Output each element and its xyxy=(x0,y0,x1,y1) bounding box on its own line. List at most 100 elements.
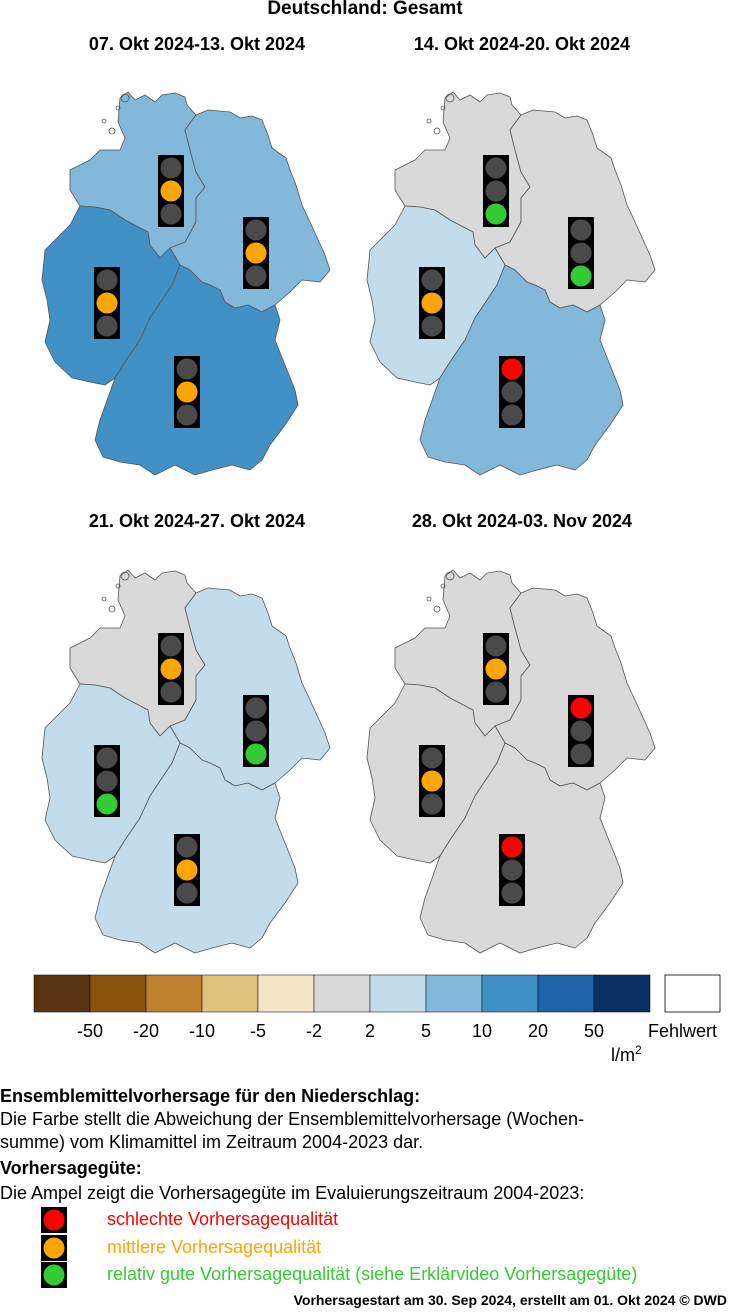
lamp-off xyxy=(96,747,118,769)
colorbar-bin-5 xyxy=(313,974,371,1013)
island-outline xyxy=(426,118,432,124)
lamp-active xyxy=(421,770,443,792)
colorbar-bin-4 xyxy=(257,974,315,1013)
traffic-light-north xyxy=(483,155,509,227)
colorbar-bin-1 xyxy=(89,974,147,1013)
lamp-off xyxy=(501,404,523,426)
lamp-off xyxy=(485,681,507,703)
lamp-active xyxy=(485,658,507,680)
traffic-light-east xyxy=(568,217,594,289)
lamp-off xyxy=(501,859,523,881)
panel-title-2: 14. Okt 2024-20. Okt 2024 xyxy=(413,34,631,54)
map-panel-4 xyxy=(366,569,656,954)
heading-precipitation: Ensemblemittelvorhersage für den Nieders… xyxy=(0,1086,421,1106)
main-title: Deutschland: Gesamt xyxy=(267,0,463,19)
lamp-off xyxy=(160,157,182,179)
lamp-off xyxy=(160,203,182,225)
lamp-off xyxy=(96,269,118,291)
lamp-off xyxy=(176,358,198,380)
lamp-off xyxy=(485,157,507,179)
colorbar-tick: 5 xyxy=(420,1021,432,1041)
footer-credit: Vorhersagestart am 30. Sep 2024, erstell… xyxy=(293,1292,727,1308)
lamp-off xyxy=(421,269,443,291)
colorbar-bin-3 xyxy=(201,974,259,1013)
quality-description: Die Ampel zeigt die Vorhersagegüte im Ev… xyxy=(0,1183,585,1203)
legend-label-bad: schlechte Vorhersagequalität xyxy=(107,1209,339,1229)
lamp-off xyxy=(96,770,118,792)
legend-label-good: relativ gute Vorhersagequalität (siehe E… xyxy=(107,1264,638,1284)
traffic-light-west xyxy=(94,745,120,817)
colorbar-bin-10 xyxy=(593,974,651,1013)
legend-lamp-bad xyxy=(41,1207,67,1233)
lamp-off xyxy=(570,743,592,765)
island-outline xyxy=(426,596,432,602)
island-outline xyxy=(108,605,116,613)
island-outline xyxy=(101,596,107,602)
lamp-active xyxy=(96,292,118,314)
lamp-active xyxy=(176,381,198,403)
island-outline xyxy=(433,127,441,135)
colorbar-unit: l/m2 xyxy=(611,1043,642,1065)
colorbar-tick: 2 xyxy=(364,1021,376,1041)
traffic-light-east xyxy=(568,695,594,767)
lamp-active xyxy=(501,358,523,380)
colorbar-tick: -2 xyxy=(305,1021,323,1041)
colorbar-tick: -20 xyxy=(132,1021,160,1041)
lamp-active xyxy=(245,743,267,765)
lamp-off xyxy=(176,882,198,904)
traffic-light-south xyxy=(174,356,200,428)
lamp-off xyxy=(245,265,267,287)
island-outline xyxy=(120,571,130,581)
traffic-light-west xyxy=(419,267,445,339)
lamp-active xyxy=(160,658,182,680)
colorbar-bin-8 xyxy=(481,974,539,1013)
lamp-active xyxy=(176,859,198,881)
colorbar-tick: 10 xyxy=(471,1021,493,1041)
lamp-active xyxy=(570,697,592,719)
island-outline xyxy=(440,583,446,589)
traffic-light-west xyxy=(419,745,445,817)
lamp-active xyxy=(501,836,523,858)
legend-lamp-light xyxy=(43,1237,65,1259)
island-outline xyxy=(108,127,116,135)
lamp-off xyxy=(245,720,267,742)
lamp-off xyxy=(485,635,507,657)
description-line-2: summe) vom Klimamittel im Zeitraum 2004-… xyxy=(0,1132,424,1152)
traffic-light-north xyxy=(158,155,184,227)
colorbar xyxy=(33,974,651,1013)
lamp-active xyxy=(421,292,443,314)
traffic-light-north xyxy=(158,633,184,705)
traffic-light-south xyxy=(174,834,200,906)
lamp-off xyxy=(501,381,523,403)
lamp-off xyxy=(485,180,507,202)
lamp-off xyxy=(160,635,182,657)
island-outline xyxy=(445,93,455,103)
island-outline xyxy=(433,605,441,613)
colorbar-tick: -5 xyxy=(249,1021,267,1041)
lamp-off xyxy=(570,720,592,742)
lamp-off xyxy=(570,219,592,241)
colorbar-bin-6 xyxy=(369,974,427,1013)
traffic-light-north xyxy=(483,633,509,705)
colorbar-tick: -50 xyxy=(76,1021,104,1041)
colorbar-bin-0 xyxy=(33,974,91,1013)
map-panel-1 xyxy=(41,91,331,476)
lamp-off xyxy=(160,681,182,703)
colorbar-tick: -10 xyxy=(188,1021,216,1041)
legend-lamp-good xyxy=(41,1262,67,1288)
island-outline xyxy=(120,93,130,103)
lamp-active xyxy=(160,180,182,202)
panel-title-4: 28. Okt 2024-03. Nov 2024 xyxy=(411,511,633,531)
colorbar-bin-7 xyxy=(425,974,483,1013)
map-panel-2 xyxy=(366,91,656,476)
panel-title-1: 07. Okt 2024-13. Okt 2024 xyxy=(88,34,306,54)
traffic-light-east xyxy=(243,695,269,767)
legend-lamp-medium xyxy=(41,1235,67,1261)
colorbar-bin-2 xyxy=(145,974,203,1013)
colorbar-bin-9 xyxy=(537,974,595,1013)
legend-lamp-light xyxy=(43,1264,65,1286)
lamp-active xyxy=(485,203,507,225)
lamp-off xyxy=(501,882,523,904)
lamp-active xyxy=(245,242,267,264)
lamp-off xyxy=(176,404,198,426)
